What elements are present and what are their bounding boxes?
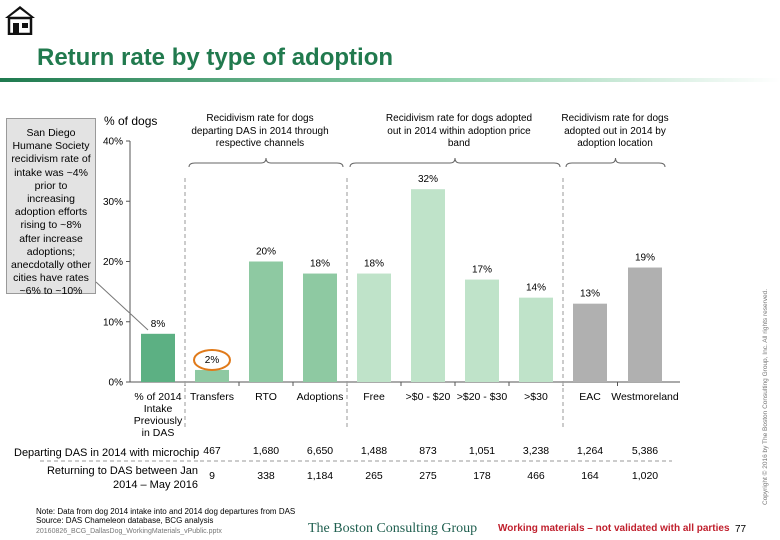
x-category-label: >$30 <box>524 391 548 403</box>
bar-1 <box>141 333 175 382</box>
table-cell: 467 <box>203 445 221 457</box>
bar-2 <box>195 369 229 382</box>
bar-3 <box>249 261 283 382</box>
table-cell: 1,264 <box>577 445 603 457</box>
bar-9 <box>573 303 607 382</box>
bar-value-label: 18% <box>364 259 384 270</box>
bar-6 <box>411 189 445 382</box>
table-cell: 6,650 <box>307 445 333 457</box>
table-cell: 178 <box>473 470 491 482</box>
table-row-label-departing: Departing DAS in 2014 with microchip <box>14 447 200 459</box>
bar-value-label: 8% <box>151 319 166 330</box>
bar-8 <box>519 297 553 382</box>
bar-value-label: 20% <box>256 247 276 258</box>
table-cell: 1,051 <box>469 445 495 457</box>
x-category-label: Free <box>363 391 385 403</box>
table-cell: 1,020 <box>632 470 658 482</box>
x-category-label: >$20 - $30 <box>457 391 508 403</box>
highlight-ring <box>193 348 231 371</box>
bar-5 <box>357 273 391 382</box>
page-number: 77 <box>735 524 747 535</box>
table-cell: 5,386 <box>632 445 658 457</box>
bar-10 <box>628 267 662 382</box>
table-cell: 1,184 <box>307 470 333 482</box>
x-category-label: Westmoreland <box>611 391 679 403</box>
group-title-price-band: Recidivism rate for dogs adopted out in … <box>385 113 533 149</box>
table-cell: 164 <box>581 470 599 482</box>
bar-value-label: 17% <box>472 265 492 276</box>
footnote-note: Note: Data from dog 2014 intake into and… <box>36 507 296 516</box>
bar-value-label: 32% <box>418 174 438 185</box>
table-cell: 265 <box>365 470 383 482</box>
x-category-label-line: % of 2014 <box>134 391 181 403</box>
table-cell: 3,238 <box>523 445 549 457</box>
disclaimer: Working materials – not validated with a… <box>498 523 730 534</box>
bar-value-label: 2% <box>205 355 220 366</box>
table-cell: 275 <box>419 470 437 482</box>
bar-value-label: 14% <box>526 283 546 294</box>
bar-value-label: 19% <box>635 253 655 264</box>
y-axis-label: % of dogs <box>104 114 158 128</box>
footnote-source: Source: DAS Chameleon database, BCG anal… <box>36 516 214 525</box>
y-tick-label: 40% <box>103 137 123 148</box>
x-category-label: Adoptions <box>297 391 344 403</box>
table-cell: 873 <box>419 445 437 457</box>
group-bracket-channels <box>188 157 344 168</box>
x-category-label: >$0 - $20 <box>406 391 451 403</box>
x-category-label-line: in DAS <box>142 427 175 439</box>
table-cell: 9 <box>209 470 215 482</box>
group-bracket-price-band <box>349 157 561 168</box>
y-tick-label: 10% <box>103 317 123 328</box>
group-bracket-location <box>565 157 666 168</box>
table-cell: 338 <box>257 470 275 482</box>
brand-name: The Boston Consulting Group <box>308 521 478 536</box>
y-tick-label: 0% <box>109 378 124 389</box>
x-category-label: Transfers <box>190 391 234 403</box>
bar-7 <box>465 279 499 382</box>
x-category-label: EAC <box>579 391 601 403</box>
table-row-label-returning: Returning to DAS between Jan 2014 – May … <box>46 465 198 491</box>
title-underline <box>0 78 780 82</box>
file-name: 20160826_BCG_DallasDog_WorkingMaterials_… <box>36 528 222 535</box>
x-category-label: RTO <box>255 391 277 403</box>
copyright-notice: Copyright © 2016 by The Boston Consultin… <box>762 288 769 505</box>
table-cell: 1,680 <box>253 445 279 457</box>
callout-pointer <box>95 281 149 331</box>
table-cell: 466 <box>527 470 545 482</box>
page-title: Return rate by type of adoption <box>37 44 394 71</box>
callout-box: San Diego Humane Society recidivism rate… <box>6 118 96 297</box>
y-tick-label: 30% <box>103 197 123 208</box>
table-cell: 1,488 <box>361 445 387 457</box>
bar-4 <box>303 273 337 382</box>
x-category-label-line: Previously <box>134 415 183 427</box>
group-title-channels: Recidivism rate for dogs departing DAS i… <box>191 113 329 149</box>
bar-value-label: 18% <box>310 259 330 270</box>
group-title-location: Recidivism rate for dogs adopted out in … <box>561 113 669 149</box>
x-category-label-line: Intake <box>144 403 173 415</box>
house-logo-icon <box>5 6 35 35</box>
bar-value-label: 13% <box>580 289 600 300</box>
y-tick-label: 20% <box>103 257 123 268</box>
